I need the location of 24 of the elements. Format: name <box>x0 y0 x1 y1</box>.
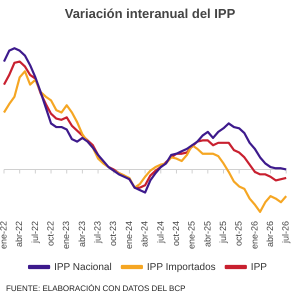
x-tick-label: jul-26 <box>280 220 291 244</box>
x-tick-label: jul-23 <box>92 220 103 244</box>
legend-label: IPP <box>250 262 268 273</box>
x-tick-label: oct-24 <box>170 220 181 246</box>
legend-label: IPP Nacional <box>54 262 112 273</box>
legend-label: IPP Importados <box>146 262 216 273</box>
x-tick-label: ene-22 <box>0 220 8 250</box>
x-tick-label: abr-26 <box>265 220 276 247</box>
x-tick-label: abr-23 <box>76 220 87 247</box>
x-tick-label: ene-25 <box>186 220 197 250</box>
x-tick-label: oct-25 <box>234 220 244 246</box>
x-tick-label: ene-24 <box>124 220 134 250</box>
x-tick-label: jul-24 <box>155 220 166 244</box>
source-note: FUENTE: ELABORACIÓN CON DATOS DEL BCP <box>6 284 186 293</box>
x-tick-label: oct-22 <box>46 220 56 246</box>
x-tick-label: abr-22 <box>14 220 24 247</box>
x-tick-label: abr-25 <box>202 220 212 247</box>
x-tick-label: oct-23 <box>108 220 118 246</box>
x-tick-label: jul-25 <box>218 220 228 244</box>
x-tick-label: jul-22 <box>30 220 40 244</box>
x-tick-label: ene-23 <box>61 220 72 250</box>
x-tick-label: ene-26 <box>249 220 260 250</box>
x-tick-label: abr-24 <box>140 220 150 247</box>
chart-title: Variación interanual del IPP <box>64 6 236 21</box>
